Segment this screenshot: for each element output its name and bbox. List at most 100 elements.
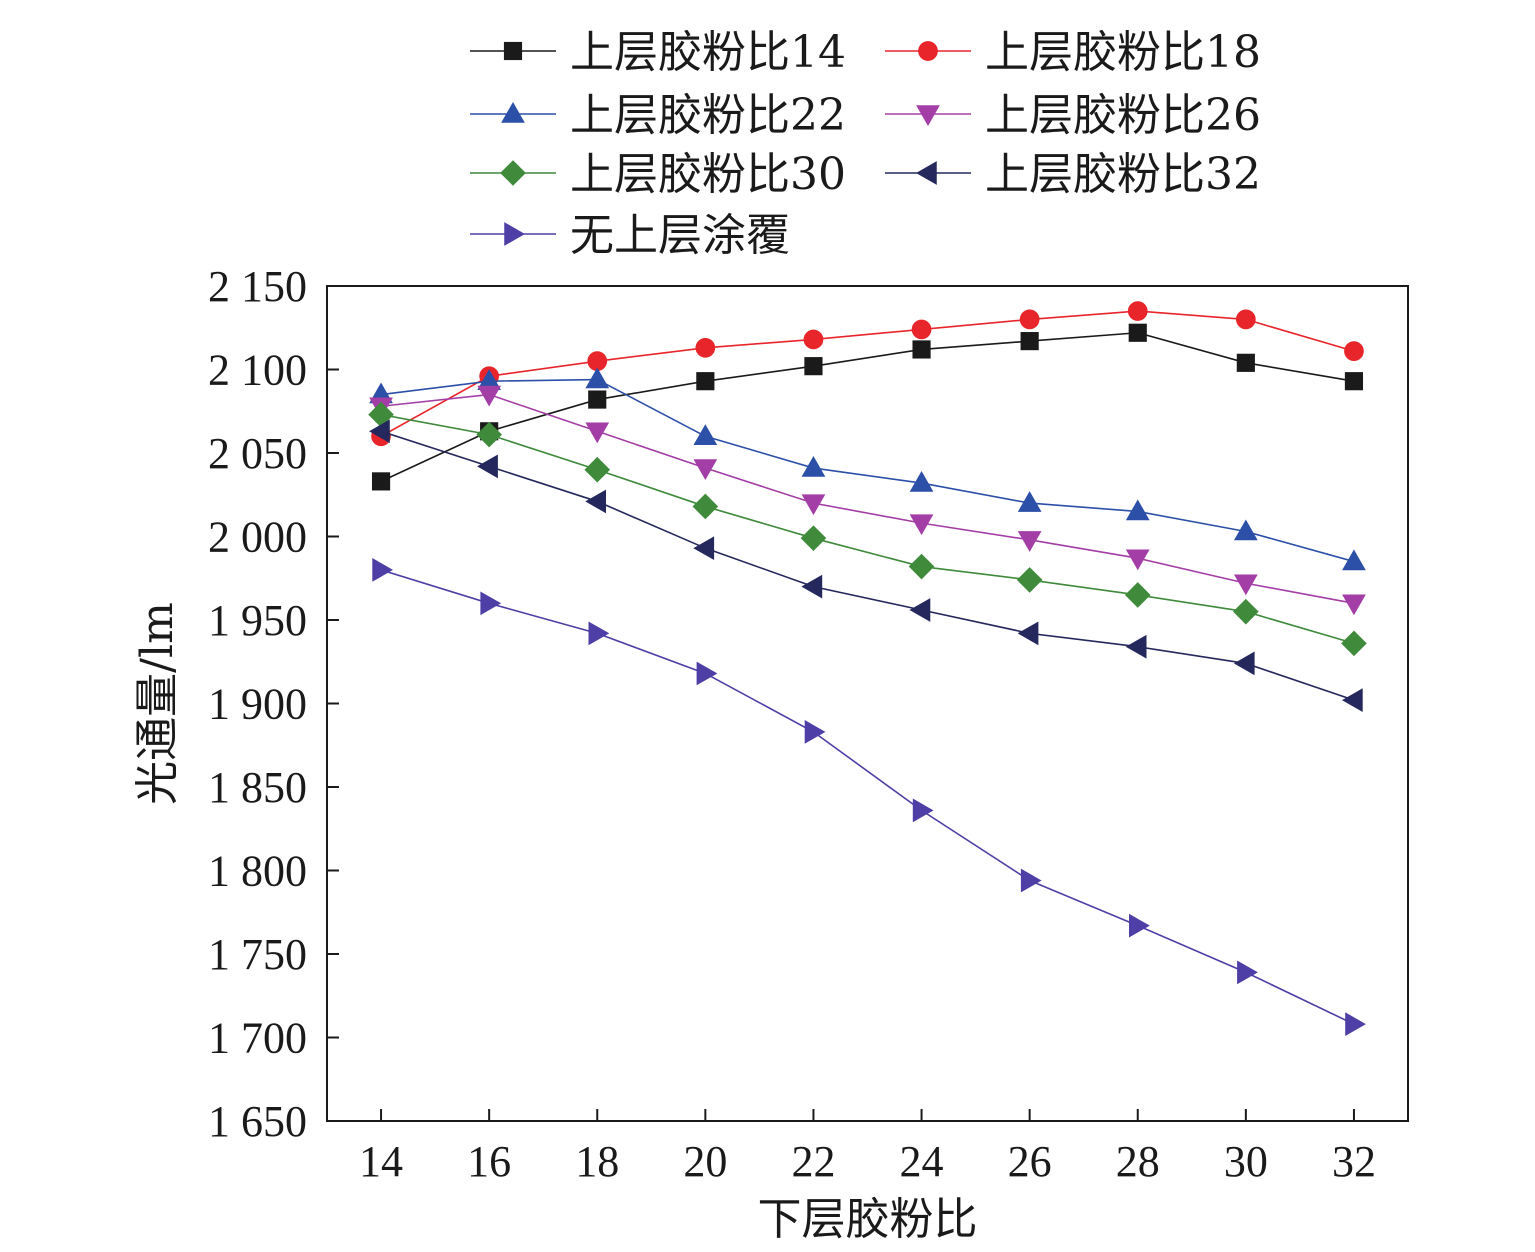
data-point: [912, 340, 931, 359]
data-point: [1124, 582, 1151, 608]
legend-item: 上层胶粉比30: [470, 149, 846, 200]
series-6: [369, 419, 1363, 713]
data-point: [1345, 1012, 1366, 1037]
x-tick-label: 26: [1008, 1137, 1052, 1186]
series-3: [369, 367, 1366, 571]
data-point: [584, 456, 611, 483]
data-point: [909, 514, 934, 536]
y-tick-label: 1 650: [208, 1097, 307, 1146]
series-2: [371, 301, 1364, 447]
y-tick-label: 2 000: [208, 513, 307, 562]
legend-label: 上层胶粉比22: [570, 90, 846, 141]
data-point: [585, 422, 610, 444]
data-point: [693, 424, 718, 446]
data-point: [695, 337, 716, 358]
data-point: [371, 472, 391, 491]
x-axis: 14 16 18 20 22 24 26 28 30 32: [359, 1109, 1376, 1186]
data-point: [1233, 574, 1258, 596]
data-point: [372, 558, 394, 582]
series-4: [369, 385, 1366, 616]
data-point: [1236, 353, 1255, 372]
series-7: [372, 558, 1366, 1037]
data-point: [1233, 598, 1259, 625]
data-point: [1017, 491, 1042, 512]
data-point: [696, 372, 715, 391]
data-point: [1125, 634, 1147, 659]
data-point: [909, 471, 934, 492]
legend-item: 上层胶粉比32: [885, 149, 1261, 200]
data-point: [477, 454, 498, 479]
legend-label: 无上层涂覆: [570, 210, 790, 261]
legend-label: 上层胶粉比32: [985, 149, 1261, 200]
data-point: [588, 390, 607, 409]
data-point: [369, 419, 390, 444]
data-point: [804, 357, 823, 376]
data-point: [804, 720, 826, 744]
x-tick-label: 14: [359, 1137, 403, 1186]
series-line: [380, 430, 1355, 701]
legend-label: 上层胶粉比14: [570, 27, 846, 78]
data-point: [1125, 549, 1150, 571]
data-point: [693, 459, 718, 481]
plot-frame: [326, 285, 1409, 1122]
legend-marker: [503, 41, 523, 61]
y-tick-label: 1 700: [208, 1014, 307, 1063]
x-tick-label: 22: [791, 1137, 835, 1186]
y-tick-label: 1 750: [208, 930, 307, 979]
data-point: [1341, 630, 1367, 657]
data-point: [1019, 309, 1040, 330]
data-point: [1017, 621, 1039, 646]
x-tick-label: 24: [900, 1137, 944, 1186]
series-line: [380, 393, 1355, 605]
data-point: [1016, 567, 1043, 593]
data-point: [585, 489, 606, 514]
data-point: [1129, 913, 1150, 938]
x-tick-label: 28: [1116, 1137, 1160, 1186]
data-point: [911, 319, 932, 340]
data-point: [1125, 499, 1150, 521]
series-line: [380, 569, 1355, 1025]
data-point: [1127, 301, 1148, 321]
data-point: [588, 621, 610, 646]
legend-item: 无上层涂覆: [470, 210, 790, 261]
legend-item: 上层胶粉比14: [470, 27, 846, 78]
data-point: [803, 329, 824, 350]
data-point: [477, 385, 502, 407]
data-point: [1233, 651, 1255, 676]
data-point: [692, 493, 719, 520]
data-point: [801, 494, 826, 516]
y-tick-label: 2 100: [208, 346, 307, 395]
data-point: [693, 536, 715, 561]
legend-marker: [918, 41, 938, 61]
series-line: [380, 378, 1355, 563]
legend-item: 上层胶粉比22: [470, 90, 846, 141]
y-tick-label: 1 850: [208, 763, 307, 812]
legend-label: 上层胶粉比30: [570, 149, 846, 200]
data-point: [909, 598, 931, 622]
x-tick-label: 32: [1332, 1137, 1376, 1186]
data-point: [1020, 332, 1039, 351]
legend-marker: [504, 222, 526, 246]
legend-item: 上层胶粉比18: [885, 27, 1261, 78]
x-tick-label: 18: [575, 1137, 619, 1186]
data-point: [476, 421, 502, 448]
data-point: [1233, 519, 1258, 541]
data-point: [1342, 549, 1366, 571]
series-5: [368, 401, 1367, 657]
x-tick-label: 30: [1224, 1137, 1268, 1186]
data-point: [912, 798, 934, 823]
data-point: [1128, 323, 1147, 342]
data-point: [1341, 688, 1363, 713]
x-tick-label: 20: [683, 1137, 727, 1186]
legend-label: 上层胶粉比18: [985, 27, 1261, 78]
y-tick-label: 2 150: [208, 262, 307, 311]
series-line: [380, 310, 1355, 437]
data-point: [801, 574, 823, 599]
data-point: [1344, 372, 1364, 391]
data-point: [1237, 960, 1258, 985]
legend-label: 上层胶粉比26: [985, 90, 1261, 141]
y-axis: 1 650 1 700 1 750 1 800 1 850 1 900 1 950 2 000…: [208, 262, 339, 1146]
data-point: [1342, 594, 1366, 616]
data-point: [1020, 868, 1042, 893]
